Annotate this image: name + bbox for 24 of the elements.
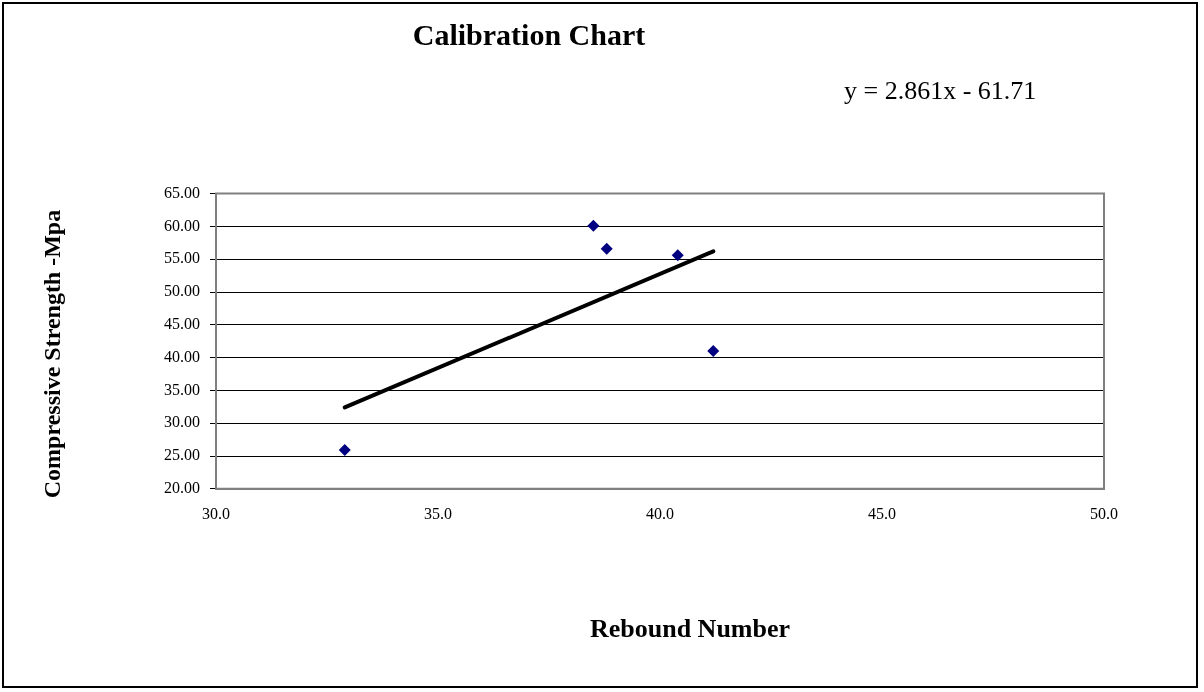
x-tick-label: 45.0	[868, 504, 896, 522]
point	[671, 249, 684, 262]
x-tick-label: 30.0	[202, 504, 230, 522]
chart-title: Calibration Chart	[411, 18, 647, 52]
y-tick-label: 55.00	[164, 249, 200, 267]
y-tick-label: 45.00	[164, 315, 200, 332]
y-tick-label: 65.00	[164, 183, 200, 201]
y-tick-label: 30.00	[164, 413, 200, 431]
x-tick-label: 50.0	[1090, 504, 1118, 522]
text: y = 2.861x - 61.71	[844, 76, 1037, 106]
point	[587, 219, 600, 232]
y-tick-label: 35.00	[164, 380, 200, 398]
x-axis-title: Rebound Number	[588, 614, 792, 644]
y-tick-label: 50.00	[164, 282, 200, 300]
point	[707, 345, 720, 358]
y-tick-label: 25.00	[164, 446, 200, 464]
y-tick-label: 20.00	[164, 479, 200, 496]
y-axis-title: Compressive Strength -Mpa	[38, 209, 66, 499]
x-tick-label: 40.0	[646, 504, 674, 522]
x-tick-label: 35.0	[424, 504, 452, 522]
point	[600, 242, 613, 255]
y-tick-label: 60.00	[164, 216, 200, 234]
point	[338, 444, 351, 457]
y-tick-label: 40.00	[164, 347, 200, 365]
